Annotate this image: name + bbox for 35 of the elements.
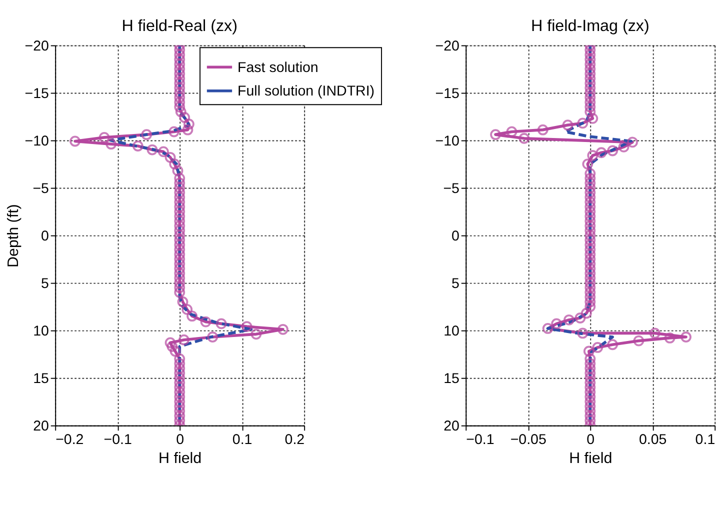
y-tick-label: −20 [435, 38, 460, 54]
chart-title: H field-Real (zx) [122, 17, 238, 36]
legend-label: Full solution (INDTRI) [238, 84, 375, 100]
y-tick-label: 15 [33, 371, 50, 388]
y-tick-label: −10 [24, 134, 49, 150]
legend-label: Fast solution [238, 60, 318, 76]
y-tick-label: 20 [444, 418, 460, 435]
y-tick-label: 0 [452, 228, 460, 245]
y-tick-label: 0 [41, 228, 50, 245]
x-tick-label: 0.2 [284, 432, 305, 448]
y-tick-label: 10 [444, 324, 460, 340]
x-tick-label: 0.1 [232, 432, 252, 448]
x-tick-label: −0.2 [56, 432, 84, 448]
y-tick-label: −20 [24, 38, 49, 54]
x-tick-label: 0 [176, 432, 184, 448]
y-tick-label: −5 [32, 181, 50, 198]
x-tick-label: −0.1 [104, 432, 132, 448]
x-tick-label: 0 [586, 432, 595, 448]
y-tick-label: −5 [443, 181, 460, 198]
y-tick-label: −15 [24, 86, 49, 102]
x-tick-label: 0.1 [695, 432, 716, 448]
x-axis-title: H field [569, 450, 612, 467]
y-tick-label: 15 [444, 371, 460, 388]
y-tick-label: −10 [435, 134, 460, 150]
chart-title: H field-Imag (zx) [530, 17, 650, 36]
x-tick-label: 0.05 [639, 432, 667, 448]
y-tick-label: 20 [33, 418, 50, 435]
x-tick-label: −0.1 [466, 432, 494, 448]
x-tick-label: −0.05 [510, 432, 546, 448]
y-tick-label: 10 [33, 324, 50, 340]
y-tick-label: 5 [452, 276, 460, 292]
y-tick-label: −15 [435, 86, 460, 102]
y-axis-title: Depth (ft) [5, 204, 22, 268]
x-axis-title: H field [158, 450, 202, 467]
y-tick-label: 5 [41, 276, 50, 292]
